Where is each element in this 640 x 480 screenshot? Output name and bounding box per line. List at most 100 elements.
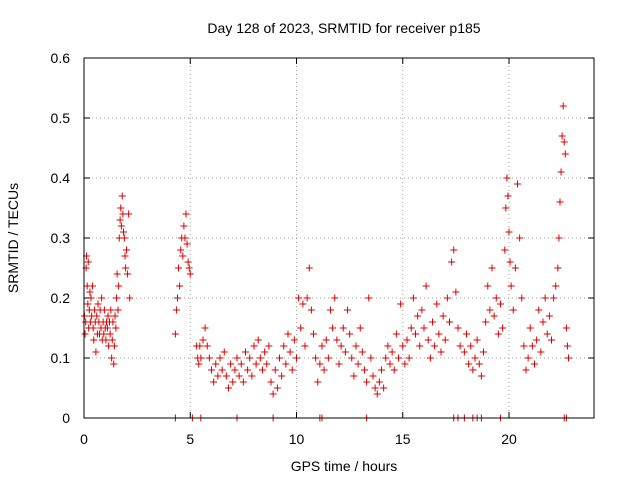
data-point [506, 258, 514, 266]
x-axis-label: GPS time / hours [291, 458, 398, 474]
data-point [205, 354, 213, 362]
data-point [172, 306, 180, 314]
data-point [388, 348, 396, 356]
data-point [414, 312, 422, 320]
y-tick-label: 0.5 [51, 110, 71, 126]
data-point [278, 372, 286, 380]
data-point [175, 264, 183, 272]
data-point [329, 324, 337, 332]
data-point [185, 264, 193, 272]
data-point [518, 294, 526, 302]
data-point [108, 336, 116, 344]
data-point [290, 336, 298, 344]
data-point [316, 360, 324, 368]
data-point [460, 348, 468, 356]
data-point [113, 270, 121, 278]
data-point [118, 192, 126, 200]
data-point [124, 270, 132, 278]
x-tick-label: 20 [501, 431, 517, 447]
data-point [183, 240, 191, 248]
data-point [463, 330, 470, 338]
data-point [467, 342, 475, 350]
data-point [554, 264, 562, 272]
data-point [171, 330, 179, 338]
data-point [433, 300, 441, 308]
data-point [339, 324, 347, 332]
data-point [297, 324, 305, 332]
data-point [235, 372, 243, 380]
data-point [409, 294, 417, 302]
data-point [203, 342, 211, 350]
data-point [407, 324, 415, 332]
data-point [465, 360, 473, 368]
data-point [514, 180, 521, 188]
data-point [341, 348, 349, 356]
data-point [524, 354, 532, 362]
data-point [501, 246, 509, 254]
data-point [102, 336, 110, 344]
data-point [454, 324, 462, 332]
data-point [477, 372, 485, 380]
data-point [327, 306, 334, 314]
x-tick-label: 5 [186, 431, 194, 447]
data-point [216, 354, 224, 362]
data-point [565, 354, 572, 362]
data-point [412, 330, 419, 338]
data-point [560, 138, 568, 146]
data-point [450, 246, 458, 254]
data-point [422, 282, 430, 290]
data-point [488, 264, 496, 272]
data-point [531, 360, 538, 368]
data-point [312, 354, 320, 362]
data-point [220, 348, 228, 356]
data-point [469, 366, 477, 374]
data-point [504, 192, 512, 200]
data-point [242, 348, 249, 356]
data-point [395, 354, 402, 362]
data-point [252, 360, 260, 368]
data-point [246, 354, 254, 362]
data-point [562, 324, 570, 332]
data-point [348, 354, 356, 362]
y-tick-label: 0.1 [51, 350, 71, 366]
data-point [557, 168, 565, 176]
y-tick-label: 0.3 [51, 230, 71, 246]
data-point [112, 324, 120, 332]
data-point [271, 366, 279, 374]
data-point [358, 348, 366, 356]
data-point [244, 366, 252, 374]
data-point [177, 246, 185, 254]
data-point [121, 252, 129, 260]
data-point [401, 360, 409, 368]
data-point [125, 210, 133, 218]
data-point [117, 222, 125, 230]
data-point [201, 324, 209, 332]
data-point [424, 336, 432, 344]
data-point [250, 342, 258, 350]
data-point [499, 324, 507, 332]
data-point [282, 360, 290, 368]
data-point [307, 306, 315, 314]
data-point [107, 306, 115, 314]
data-point [229, 378, 237, 386]
axis-ticks: 0 5 10 15 20 0 0.1 0.2 0.3 0.4 0.5 0.6 [51, 50, 594, 447]
data-point [559, 102, 567, 110]
data-point [380, 384, 388, 392]
data-point [110, 360, 118, 368]
data-point [429, 318, 436, 326]
data-point [197, 354, 205, 362]
data-point [371, 384, 379, 392]
data-point [113, 294, 121, 302]
data-point [231, 366, 239, 374]
data-point [210, 378, 218, 386]
data-point [503, 174, 511, 182]
data-point [363, 378, 371, 386]
chart-title: Day 128 of 2023, SRMTID for receiver p18… [207, 20, 480, 36]
data-point [537, 348, 545, 356]
data-point [89, 324, 97, 332]
data-point [84, 300, 92, 308]
data-point [120, 234, 128, 242]
data-point [439, 312, 447, 320]
data-point [552, 282, 560, 290]
